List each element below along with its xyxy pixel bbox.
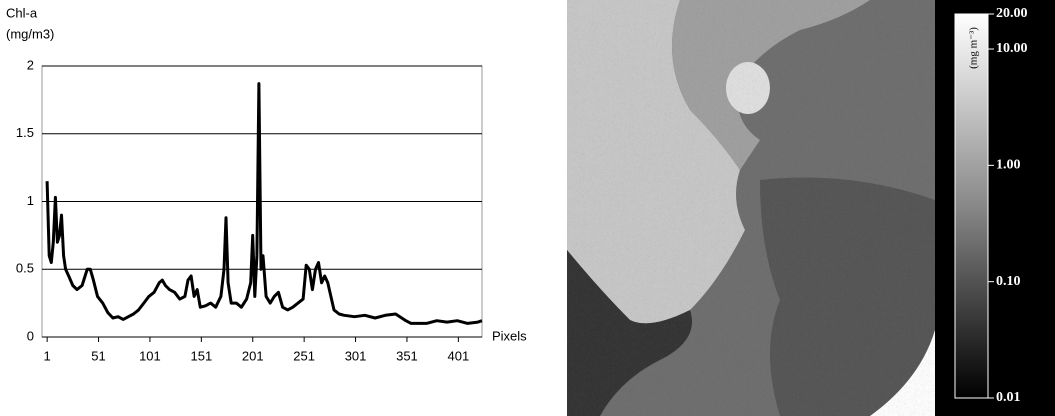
y-axis-label: Chl-a	[6, 5, 38, 20]
colorbar-tick-label: 0.01	[996, 390, 1021, 405]
colorbar-tick-label: 10.00	[996, 41, 1028, 56]
satellite-image	[567, 0, 935, 416]
y-tick-label: 1.5	[16, 125, 34, 140]
y-tick-label: 2	[27, 57, 34, 72]
colorbar-tick-label: 20.00	[996, 6, 1028, 21]
colorbar-panel	[935, 0, 1055, 416]
x-tick-label: 51	[91, 348, 105, 363]
colorbar-tick-label: 1.00	[996, 158, 1021, 173]
x-tick-label: 401	[448, 348, 470, 363]
colorbar-tick-label: 0.10	[996, 274, 1021, 289]
x-tick-label: 151	[190, 348, 212, 363]
colorbar-axis: 20.00 10.00 1.00 0.10 0.01 (mg m⁻³)	[968, 6, 1028, 405]
y-tick-label: 0.5	[16, 261, 34, 276]
colorbar	[954, 13, 989, 399]
x-tick-label: 351	[396, 348, 418, 363]
y-axis-label: (mg/m3)	[6, 26, 54, 41]
x-tick-label: 1	[44, 348, 51, 363]
y-tick-label: 1	[27, 193, 34, 208]
x-tick-label: 201	[242, 348, 264, 363]
x-axis-label: Pixels	[492, 328, 527, 343]
data-line	[45, 82, 483, 325]
x-tick-label: 101	[139, 348, 161, 363]
colorbar-label: (mg m⁻³)	[968, 27, 980, 69]
x-tick-label: 251	[293, 348, 315, 363]
y-tick-label: 0	[27, 328, 34, 343]
x-tick-label: 301	[345, 348, 367, 363]
